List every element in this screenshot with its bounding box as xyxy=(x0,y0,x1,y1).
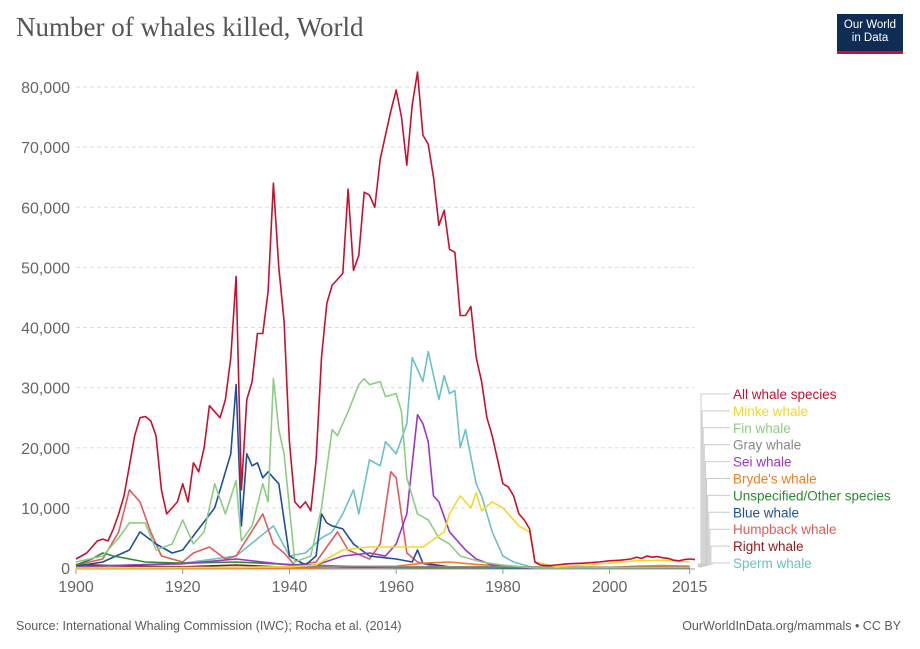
legend-label: Right whale xyxy=(733,539,804,554)
legend-label: All whale species xyxy=(733,387,837,402)
y-tick-label: 0 xyxy=(61,561,70,578)
owid-logo[interactable]: Our World in Data xyxy=(837,14,903,54)
logo-line-1: Our World xyxy=(843,19,897,31)
legend-label: Fin whale xyxy=(733,421,791,436)
series-line-sei-whale xyxy=(75,413,690,569)
legend-label: Bryde's whale xyxy=(733,472,817,487)
y-tick-label: 60,000 xyxy=(21,200,70,217)
x-tick-label: 1980 xyxy=(485,579,521,596)
series-line-blue-whale xyxy=(75,383,690,569)
x-tick-label: 1960 xyxy=(378,579,414,596)
y-tick-label: 30,000 xyxy=(21,381,70,398)
series-line-minke-whale xyxy=(75,491,690,569)
y-tick-label: 50,000 xyxy=(21,260,70,277)
x-tick-label: 2000 xyxy=(592,579,628,596)
y-tick-label: 40,000 xyxy=(21,321,70,338)
legend-label: Sei whale xyxy=(733,455,792,470)
y-tick-label: 20,000 xyxy=(21,441,70,458)
legend-label: Blue whale xyxy=(733,505,799,520)
chart-title: Number of whales killed, World xyxy=(16,12,364,42)
legend-label: Minke whale xyxy=(733,404,808,419)
x-tick-label: 1920 xyxy=(165,579,201,596)
legend-label: Gray whale xyxy=(733,438,801,453)
x-tick-label: 1940 xyxy=(272,579,308,596)
series-line-humpback-whale xyxy=(75,470,690,569)
legend-label: Sperm whale xyxy=(733,556,812,571)
series-line-sperm-whale xyxy=(75,350,690,569)
credit-link[interactable]: OurWorldInData.org/mammals • CC BY xyxy=(682,619,901,633)
legend-connector xyxy=(698,562,730,565)
y-tick-label: 70,000 xyxy=(21,140,70,157)
legend-label: Humpback whale xyxy=(733,522,837,537)
x-tick-label: 2015 xyxy=(672,579,708,596)
series-line-all-whale-species xyxy=(75,71,696,567)
legend-label: Unspecified/Other species xyxy=(733,488,891,503)
series-line-fin-whale xyxy=(75,377,690,569)
y-tick-label: 80,000 xyxy=(21,80,70,97)
logo-line-2: in Data xyxy=(851,32,889,44)
source-note: Source: International Whaling Commission… xyxy=(16,619,402,633)
x-tick-label: 1900 xyxy=(58,579,94,596)
y-tick-label: 10,000 xyxy=(21,501,70,518)
